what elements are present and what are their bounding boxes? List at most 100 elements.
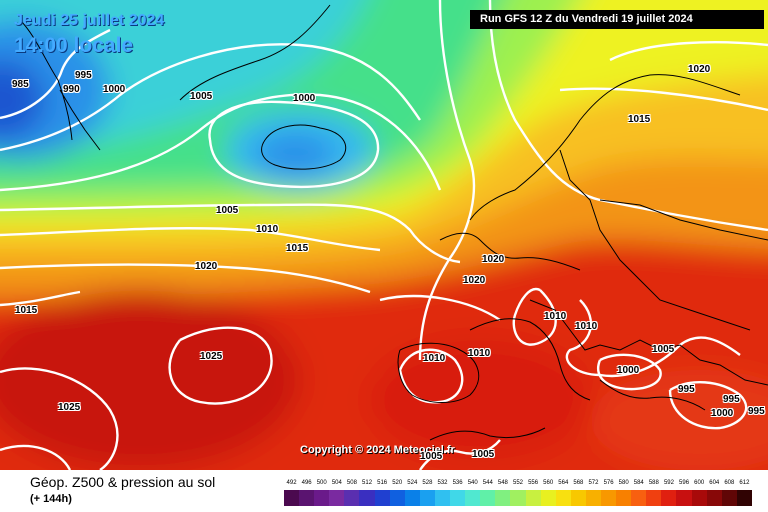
color-scale-value: 608	[724, 480, 735, 486]
isobar-label: 1005	[652, 344, 675, 355]
color-scale-value: 568	[573, 480, 584, 486]
isobar-label: 990	[63, 84, 80, 95]
isobar-label: 1005	[472, 449, 495, 460]
color-scale-value: 592	[663, 480, 674, 486]
color-scale-swatch	[570, 490, 586, 506]
isobar-label: 1010	[544, 311, 567, 322]
color-scale-value: 524	[407, 480, 418, 486]
isobar-label: 1020	[195, 261, 218, 272]
isobar-label: 995	[678, 384, 695, 395]
color-scale-value: 544	[482, 480, 493, 486]
forecast-date: Jeudi 25 juillet 2024	[14, 12, 165, 29]
color-scale-value: 584	[633, 480, 644, 486]
isobar-label: 1020	[482, 254, 505, 265]
color-scale-swatch	[284, 490, 300, 506]
color-scale-value: 604	[709, 480, 720, 486]
color-scale-value: 496	[301, 480, 312, 486]
color-scale-swatch	[525, 490, 541, 506]
color-scale-swatch	[706, 490, 722, 506]
color-scale-value: 588	[648, 480, 659, 486]
geopotential-shading	[0, 0, 768, 470]
color-scale-value: 492	[286, 480, 297, 486]
color-scale-labels: 492 496 500 504 508 512 516 520 524 528 532 536 540 5…	[282, 480, 750, 490]
color-scale-value: 572	[588, 480, 599, 486]
color-scale-value: 552	[512, 480, 523, 486]
color-scale-swatch	[510, 490, 526, 506]
color-scale-bar	[284, 490, 752, 506]
color-scale-value: 504	[331, 480, 342, 486]
isobar-label: 1000	[617, 365, 640, 376]
isobar-label: 1015	[15, 305, 38, 316]
isobar-label: 1015	[628, 114, 651, 125]
legend-subtitle: (+ 144h)	[30, 493, 72, 505]
color-scale-value: 556	[528, 480, 539, 486]
color-scale-swatch	[434, 490, 451, 506]
isobar-label: 995	[75, 70, 92, 81]
isobar-label: 1000	[103, 84, 126, 95]
isobar-label: 1005	[190, 91, 213, 102]
isobar-label: 1020	[463, 275, 486, 286]
color-scale-value: 520	[392, 480, 403, 486]
isobar-label: 1010	[256, 224, 279, 235]
color-scale-value: 580	[618, 480, 629, 486]
color-scale-value: 576	[603, 480, 614, 486]
color-scale-value: 612	[739, 480, 750, 486]
color-scale-value: 600	[694, 480, 705, 486]
color-scale-swatch	[661, 490, 677, 506]
isobar-label: 1000	[711, 408, 734, 419]
color-scale-value: 540	[467, 480, 478, 486]
isobar-label: 1005	[216, 205, 239, 216]
isobar-label: 1010	[423, 353, 446, 364]
color-scale-swatch	[299, 490, 315, 506]
color-scale-swatch	[419, 490, 435, 506]
color-scale-swatch	[344, 490, 360, 506]
color-scale-value: 500	[316, 480, 327, 486]
color-scale-value: 528	[422, 480, 433, 486]
coastlines	[19, 4, 768, 441]
isobar-label: 1005	[420, 451, 443, 462]
color-scale-swatch	[676, 490, 692, 506]
color-scale-value: 536	[452, 480, 463, 486]
color-scale-swatch	[359, 490, 375, 506]
color-scale-value: 512	[362, 480, 373, 486]
color-scale-swatch	[631, 490, 647, 506]
model-run-label: Run GFS 12 Z du Vendredi 19 juillet 2024	[470, 10, 764, 29]
color-scale-swatch	[555, 490, 571, 506]
color-scale-swatch	[721, 490, 737, 506]
isobar-label: 1000	[293, 93, 316, 104]
color-scale-swatch	[389, 490, 405, 506]
isobar-label: 1010	[468, 348, 491, 359]
isobar-label: 995	[748, 406, 765, 417]
color-scale-value: 532	[437, 480, 448, 486]
color-scale-swatch	[450, 490, 466, 506]
color-scale-swatch	[480, 490, 496, 506]
isobar-label: 1020	[688, 64, 711, 75]
color-scale-swatch	[540, 490, 556, 506]
color-scale-value: 516	[377, 480, 388, 486]
color-scale-swatch	[495, 490, 511, 506]
color-scale-value: 596	[679, 480, 690, 486]
color-scale-value: 560	[543, 480, 554, 486]
color-scale-swatch	[600, 490, 617, 506]
color-scale-swatch	[329, 490, 345, 506]
map-canvas	[0, 0, 768, 470]
isobar-label: 1025	[58, 402, 81, 413]
color-scale-swatch	[691, 490, 707, 506]
color-scale-swatch	[404, 490, 420, 506]
color-scale-swatch	[616, 490, 632, 506]
color-scale-swatch	[585, 490, 601, 506]
isobar-lines	[0, 0, 768, 470]
isobar-label: 1015	[286, 243, 309, 254]
color-scale-value: 564	[558, 480, 569, 486]
isobar-label: 995	[723, 394, 740, 405]
isobar-label: 1010	[575, 321, 598, 332]
color-scale-swatch	[736, 490, 752, 506]
legend-footer: Géop. Z500 & pression au sol (+ 144h) 49…	[0, 470, 768, 512]
forecast-time: 14:00 locale	[14, 34, 134, 57]
color-scale-swatch	[314, 490, 330, 506]
legend-title: Géop. Z500 & pression au sol	[30, 474, 216, 490]
copyright-notice: Copyright © 2024 Meteociel.fr	[300, 444, 455, 456]
isobar-label: 1025	[200, 351, 223, 362]
color-scale-swatch	[465, 490, 481, 506]
color-scale-value: 548	[497, 480, 508, 486]
